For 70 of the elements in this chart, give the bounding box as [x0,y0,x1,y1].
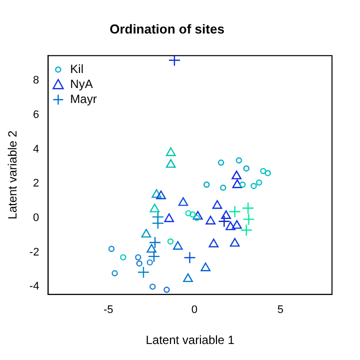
point [146,244,156,253]
legend-label: Kil [70,62,84,76]
point [150,204,160,212]
x-tick-label: 5 [277,304,284,316]
point [190,211,196,218]
point [242,213,255,226]
point [243,165,250,172]
point [250,182,257,190]
point [152,189,162,198]
chart-title: Ordination of sites [110,21,224,36]
point [167,238,174,245]
point [240,224,252,236]
point [164,213,174,222]
x-axis-title: Latent variable 1 [146,333,235,348]
point [192,210,203,220]
y-tick-label: 0 [33,212,40,224]
y-tick-label: -4 [29,280,40,293]
point [148,236,162,249]
point [232,179,242,188]
y-axis-title: Latent variable 2 [6,130,20,220]
point [164,286,170,293]
point [108,246,115,252]
point [172,241,183,250]
point [226,221,236,230]
point [148,250,160,263]
point [141,228,152,238]
point [146,259,153,266]
point [228,205,241,218]
point [185,210,192,216]
point [200,262,210,272]
point [264,170,271,176]
point [149,284,156,290]
point [178,197,188,206]
y-tick-label: 8 [33,74,40,87]
point [206,216,216,224]
y-tick-label: -2 [29,246,40,258]
point [232,170,242,180]
point [212,200,222,209]
point [230,238,240,247]
point [120,254,126,260]
point [136,260,142,267]
x-tick-label: -5 [103,304,114,316]
point [204,182,210,188]
point [239,182,246,188]
point [135,254,142,260]
point [137,266,150,278]
point [168,56,181,66]
y-tick-label: 2 [33,178,40,190]
point [256,179,262,186]
point [152,217,164,230]
point [232,220,242,229]
legend-label: Mayr [70,92,97,106]
point [236,157,242,164]
point [208,238,219,248]
point [183,273,193,282]
point [166,147,176,156]
x-tick-label: 0 [191,304,198,316]
legend-label: NyA [70,76,93,91]
y-tick-label: 4 [33,143,40,156]
point [112,270,118,276]
point [220,184,226,191]
point [218,215,230,228]
point [184,252,196,264]
point [221,210,231,219]
point [166,159,176,168]
point [218,160,224,166]
point [260,168,266,174]
point [156,190,166,200]
point [242,202,254,214]
y-tick-label: 6 [33,108,40,121]
